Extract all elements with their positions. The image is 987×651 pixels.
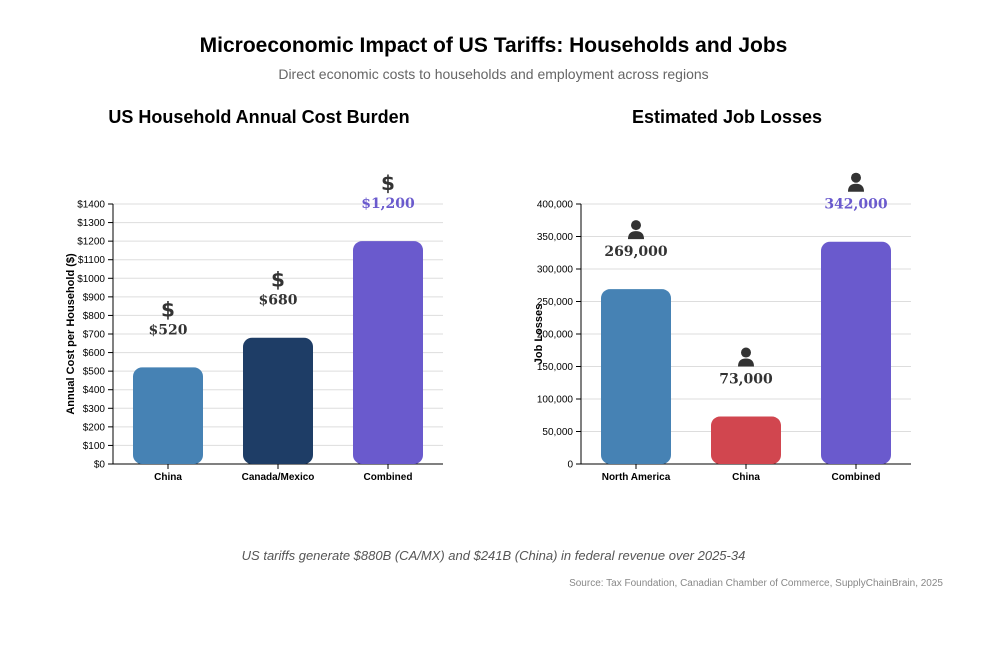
y-tick: 300,000 bbox=[537, 265, 581, 276]
y-axis-label: Job Losses bbox=[533, 304, 545, 365]
y-tick: 250,000 bbox=[537, 297, 581, 308]
y-tick-label: $200 bbox=[83, 422, 106, 433]
y-tick-label: 0 bbox=[567, 460, 573, 471]
y-tick-label: $600 bbox=[83, 348, 106, 359]
y-tick: 350,000 bbox=[537, 232, 581, 243]
y-tick-label: 100,000 bbox=[537, 395, 574, 406]
value-label: 269,000 bbox=[604, 244, 668, 260]
category-label: North America bbox=[602, 472, 671, 483]
y-tick: 150,000 bbox=[537, 362, 581, 373]
bar-north-america bbox=[601, 289, 671, 464]
y-tick: $1100 bbox=[78, 255, 113, 266]
category-label: Combined bbox=[364, 472, 413, 483]
y-tick: $1200 bbox=[77, 237, 113, 248]
y-tick-label: $1100 bbox=[78, 255, 106, 266]
y-tick-label: $100 bbox=[83, 441, 106, 452]
source-note: Source: Tax Foundation, Canadian Chamber… bbox=[569, 578, 943, 589]
y-tick-label: $400 bbox=[83, 385, 106, 396]
y-tick-label: 200,000 bbox=[537, 330, 574, 341]
page-title: Microeconomic Impact of US Tariffs: Hous… bbox=[199, 34, 788, 57]
y-tick: $1300 bbox=[77, 218, 113, 229]
y-axis-label: Annual Cost per Household ($) bbox=[65, 253, 77, 415]
value-label: $1,200 bbox=[361, 196, 415, 212]
y-tick-label: $1000 bbox=[77, 274, 105, 285]
y-tick: $900 bbox=[83, 292, 113, 303]
value-label: 73,000 bbox=[719, 372, 773, 388]
y-tick-label: $800 bbox=[83, 311, 106, 322]
bar-combined bbox=[821, 241, 891, 464]
y-tick: $1400 bbox=[77, 200, 113, 211]
person-icon bbox=[848, 172, 864, 192]
y-tick-label: $900 bbox=[83, 292, 106, 303]
y-tick-label: 350,000 bbox=[537, 232, 574, 243]
bar-china bbox=[133, 367, 203, 464]
value-label: $520 bbox=[149, 322, 188, 338]
dollar-icon: $ bbox=[271, 268, 285, 292]
y-tick: 200,000 bbox=[537, 330, 581, 341]
value-label: 342,000 bbox=[824, 197, 888, 213]
y-tick: 100,000 bbox=[537, 395, 581, 406]
y-tick-label: 150,000 bbox=[537, 362, 574, 373]
y-tick-label: $1400 bbox=[77, 200, 105, 211]
y-tick: 50,000 bbox=[542, 427, 581, 438]
y-tick-label: $500 bbox=[83, 367, 106, 378]
y-tick-label: $700 bbox=[83, 330, 106, 341]
y-tick: $600 bbox=[83, 348, 113, 359]
y-tick: $0 bbox=[94, 460, 113, 471]
bar-combined bbox=[353, 241, 423, 464]
y-tick: 0 bbox=[567, 460, 581, 471]
y-tick: $100 bbox=[83, 441, 113, 452]
footnote: US tariffs generate $880B (CA/MX) and $2… bbox=[241, 548, 746, 563]
y-tick: 400,000 bbox=[537, 200, 581, 211]
person-icon bbox=[628, 220, 644, 240]
dollar-icon: $ bbox=[381, 171, 395, 195]
y-tick-label: $0 bbox=[94, 460, 106, 471]
value-label: $680 bbox=[259, 293, 298, 309]
y-tick: $500 bbox=[83, 367, 113, 378]
y-tick-label: $1200 bbox=[77, 237, 105, 248]
y-tick-label: $300 bbox=[83, 404, 106, 415]
dollar-icon: $ bbox=[161, 297, 175, 321]
y-tick-label: 300,000 bbox=[537, 265, 574, 276]
person-icon bbox=[738, 347, 754, 367]
y-tick-label: 50,000 bbox=[542, 427, 573, 438]
page-subtitle: Direct economic costs to households and … bbox=[278, 66, 709, 82]
category-label: Combined bbox=[832, 472, 881, 483]
y-tick: $800 bbox=[83, 311, 113, 322]
y-tick-label: 250,000 bbox=[537, 297, 574, 308]
y-tick: $700 bbox=[83, 330, 113, 341]
household-chart-title: US Household Annual Cost Burden bbox=[108, 107, 410, 127]
y-tick-label: 400,000 bbox=[537, 200, 574, 211]
bar-china bbox=[711, 416, 781, 464]
y-tick: $300 bbox=[83, 404, 113, 415]
y-tick-label: $1300 bbox=[77, 218, 105, 229]
jobs-chart-title: Estimated Job Losses bbox=[631, 107, 823, 127]
y-tick: $400 bbox=[83, 385, 113, 396]
bar-canada-mexico bbox=[243, 337, 313, 464]
category-label: China bbox=[154, 472, 182, 483]
category-label: China bbox=[732, 472, 760, 483]
category-label: Canada/Mexico bbox=[242, 472, 315, 483]
y-tick: $200 bbox=[83, 422, 113, 433]
y-tick: $1000 bbox=[77, 274, 113, 285]
